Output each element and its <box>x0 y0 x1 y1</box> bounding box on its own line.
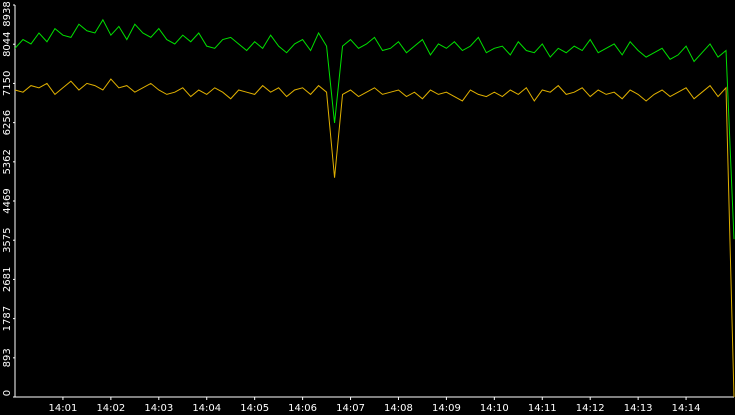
x-tick-label: 14:04 <box>192 403 221 414</box>
y-tick-label: 8044 <box>2 31 13 56</box>
y-tick-label: 7150 <box>2 71 13 96</box>
x-tick-label: 14:12 <box>576 403 605 414</box>
y-tick-label: 2681 <box>2 267 13 292</box>
series-line <box>14 78 735 398</box>
y-tick-label: 3575 <box>2 227 13 252</box>
x-tick-label: 14:05 <box>240 403 269 414</box>
y-tick-label: 1787 <box>2 306 13 331</box>
series-line <box>14 18 735 240</box>
y-tick-label: 0 <box>2 390 13 396</box>
y-tick-label: 6256 <box>2 110 13 135</box>
x-tick-label: 14:09 <box>432 403 461 414</box>
x-tick-label: 14:08 <box>384 403 413 414</box>
y-tick-label: 4469 <box>2 188 13 213</box>
x-tick-label: 14:13 <box>624 403 653 414</box>
x-tick-label: 14:11 <box>528 403 557 414</box>
x-tick-label: 14:07 <box>336 403 365 414</box>
x-tick-label: 14:01 <box>49 403 78 414</box>
x-tick-label: 14:03 <box>144 403 173 414</box>
x-tick-label: 14:06 <box>288 403 317 414</box>
x-tick-label: 14:14 <box>672 403 701 414</box>
y-tick-label: 5362 <box>2 149 13 174</box>
x-tick-label: 14:10 <box>480 403 509 414</box>
y-tick-label: 8938 <box>2 1 13 26</box>
x-tick-label: 14:02 <box>96 403 125 414</box>
y-tick-label: 893 <box>2 348 13 367</box>
